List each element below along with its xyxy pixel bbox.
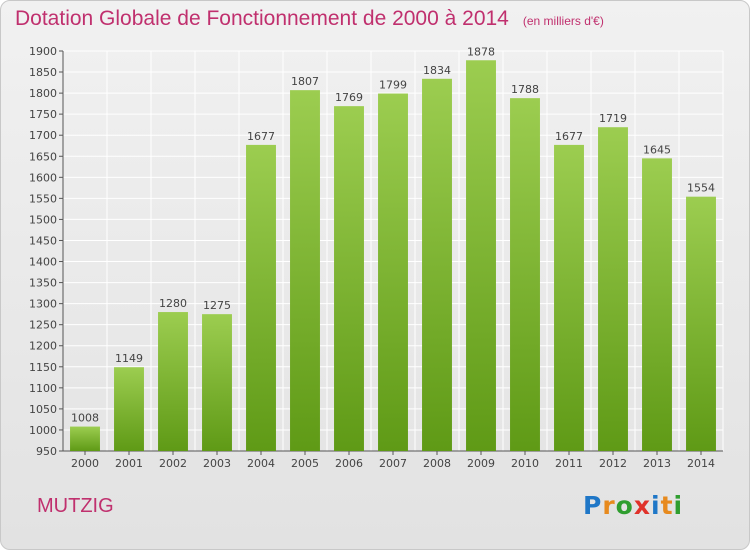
bar-value-label: 1275 bbox=[203, 299, 231, 312]
bar-value-label: 1149 bbox=[115, 352, 143, 365]
bar-value-label: 1280 bbox=[159, 297, 187, 310]
bar-value-label: 1719 bbox=[599, 112, 627, 125]
bar bbox=[114, 367, 144, 451]
chart-title: Dotation Globale de Fonctionnement de 20… bbox=[15, 7, 604, 31]
y-tick-label: 1550 bbox=[29, 192, 57, 205]
x-tick-label: 2006 bbox=[335, 457, 363, 470]
x-tick-label: 2004 bbox=[247, 457, 275, 470]
proxiti-logo: Proxiti bbox=[583, 491, 683, 520]
logo-letter: x bbox=[633, 491, 651, 520]
bar-value-label: 1554 bbox=[687, 182, 715, 195]
x-tick-label: 2009 bbox=[467, 457, 495, 470]
logo-letter: i bbox=[651, 491, 661, 520]
bar-value-label: 1799 bbox=[379, 79, 407, 92]
bar bbox=[202, 314, 232, 451]
bar bbox=[334, 106, 364, 451]
x-tick-label: 2014 bbox=[687, 457, 715, 470]
y-tick-label: 1400 bbox=[29, 256, 57, 269]
y-tick-label: 1000 bbox=[29, 424, 57, 437]
x-tick-label: 2008 bbox=[423, 457, 451, 470]
x-tick-label: 2013 bbox=[643, 457, 671, 470]
x-tick-label: 2012 bbox=[599, 457, 627, 470]
bar bbox=[70, 426, 100, 451]
bar-value-label: 1769 bbox=[335, 91, 363, 104]
bar bbox=[554, 144, 584, 452]
bar-value-label: 1788 bbox=[511, 83, 539, 96]
logo-letter: r bbox=[602, 491, 616, 520]
chart-title-text: Dotation Globale de Fonctionnement de 20… bbox=[15, 7, 509, 30]
y-tick-label: 1250 bbox=[29, 319, 57, 332]
y-tick-label: 1850 bbox=[29, 66, 57, 79]
bar bbox=[642, 158, 672, 452]
y-tick-label: 1350 bbox=[29, 277, 57, 290]
city-name: MUTZIG bbox=[37, 495, 114, 517]
y-tick-label: 1500 bbox=[29, 213, 57, 226]
y-tick-label: 1150 bbox=[29, 361, 57, 374]
bar-value-label: 1677 bbox=[247, 130, 275, 143]
y-tick-label: 1750 bbox=[29, 108, 57, 121]
bar bbox=[466, 60, 496, 452]
y-tick-label: 1200 bbox=[29, 340, 57, 353]
y-tick-label: 1450 bbox=[29, 234, 57, 247]
bar-value-label: 1677 bbox=[555, 130, 583, 143]
bar-value-label: 1834 bbox=[423, 64, 451, 77]
logo-letter: t bbox=[660, 491, 674, 520]
x-tick-label: 2001 bbox=[115, 457, 143, 470]
bar-value-label: 1878 bbox=[467, 45, 495, 58]
y-tick-label: 1650 bbox=[29, 150, 57, 163]
bar bbox=[158, 312, 188, 451]
bar-value-label: 1807 bbox=[291, 75, 319, 88]
x-tick-label: 2000 bbox=[71, 457, 99, 470]
bar bbox=[290, 90, 320, 451]
y-tick-label: 1900 bbox=[29, 45, 57, 58]
x-tick-label: 2011 bbox=[555, 457, 583, 470]
x-axis: 2000 2001 2002 2003 2004 2005 2006 2007 2008 2009… bbox=[71, 451, 715, 470]
chart-subtitle: (en milliers d'€) bbox=[522, 14, 604, 28]
y-tick-label: 1600 bbox=[29, 171, 57, 184]
bar bbox=[598, 127, 628, 452]
x-tick-label: 2010 bbox=[511, 457, 539, 470]
y-tick-label: 950 bbox=[36, 445, 57, 458]
y-tick-label: 1050 bbox=[29, 403, 57, 416]
x-tick-label: 2005 bbox=[291, 457, 319, 470]
x-tick-label: 2007 bbox=[379, 457, 407, 470]
bar bbox=[686, 196, 716, 451]
x-tick-label: 2002 bbox=[159, 457, 187, 470]
logo-letter: o bbox=[615, 491, 634, 520]
logo-letter: i bbox=[673, 491, 684, 520]
bar-value-label: 1645 bbox=[643, 143, 671, 156]
bar bbox=[510, 98, 540, 451]
logo-letter: P bbox=[583, 491, 603, 520]
bars: 1008 1149 1280 1275 1677 1807 1769 1799 1834 1878… bbox=[70, 45, 716, 452]
y-tick-label: 1300 bbox=[29, 298, 57, 311]
y-axis: 950 1000 1050 1100 1150 1200 1250 1300 1350 1400 1… bbox=[29, 45, 723, 458]
bar-value-label: 1008 bbox=[71, 412, 99, 425]
x-tick-label: 2003 bbox=[203, 457, 231, 470]
y-tick-label: 1100 bbox=[29, 382, 57, 395]
bar bbox=[246, 144, 276, 452]
y-tick-label: 1700 bbox=[29, 129, 57, 142]
bar bbox=[378, 93, 408, 452]
bar bbox=[422, 78, 452, 451]
y-tick-label: 1800 bbox=[29, 87, 57, 100]
